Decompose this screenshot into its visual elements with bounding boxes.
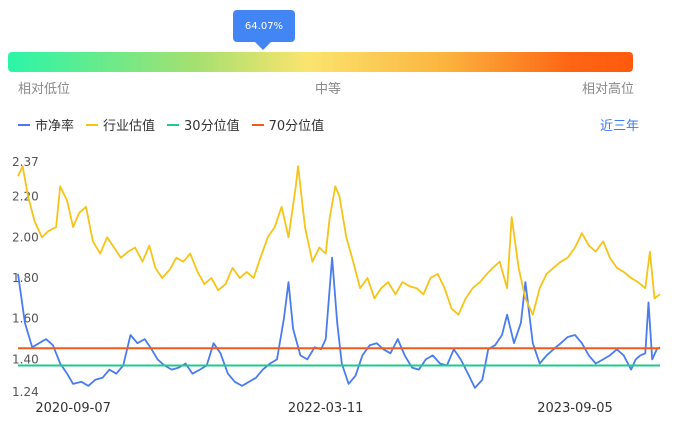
tooltip-arrow-icon xyxy=(255,42,271,50)
legend-label-pb: 市净率 xyxy=(35,119,75,134)
percentile-tooltip: 64.07% xyxy=(233,10,295,42)
x-tick-label: 2020-09-07 xyxy=(35,401,111,416)
chart-legend: 市净率 行业估值 30分位值 70分位值 xyxy=(18,115,336,134)
legend-line-pb-icon xyxy=(18,123,30,126)
legend-label-industry: 行业估值 xyxy=(103,119,156,134)
percentile-value: 64.07% xyxy=(244,20,284,32)
y-tick-label: 2.00 xyxy=(12,230,39,244)
period-three-years-button[interactable]: 近三年 xyxy=(600,119,640,134)
legend-item-p30[interactable]: 30分位值 xyxy=(167,115,240,134)
legend-line-industry-icon xyxy=(86,123,99,126)
legend-item-pb[interactable]: 市净率 xyxy=(18,115,74,134)
y-tick-label: 1.40 xyxy=(12,352,39,366)
scale-label-low: 相对低位 xyxy=(18,82,71,97)
legend-line-p30-icon xyxy=(167,123,180,126)
y-tick-label: 1.80 xyxy=(12,271,39,285)
y-tick-label: 1.60 xyxy=(12,312,39,326)
legend-line-p70-icon xyxy=(251,123,264,126)
legend-item-p70[interactable]: 70分位值 xyxy=(251,115,325,134)
x-tick-label: 2022-03-11 xyxy=(288,401,364,416)
scale-label-high: 相对高位 xyxy=(582,82,635,97)
series-line-industry xyxy=(17,165,661,316)
legend-item-industry[interactable]: 行业估值 xyxy=(86,115,155,134)
legend-label-p30: 30分位值 xyxy=(184,119,240,134)
y-tick-label: 2.37 xyxy=(12,155,39,169)
y-tick-label: 2.20 xyxy=(12,190,39,204)
legend-label-p70: 70分位值 xyxy=(268,119,325,134)
series-line-pb xyxy=(17,256,661,389)
x-tick-label: 2023-09-05 xyxy=(537,401,613,416)
valuation-gradient-bar xyxy=(8,52,633,72)
scale-label-mid: 中等 xyxy=(315,82,342,97)
y-tick-label: 1.24 xyxy=(12,385,39,399)
